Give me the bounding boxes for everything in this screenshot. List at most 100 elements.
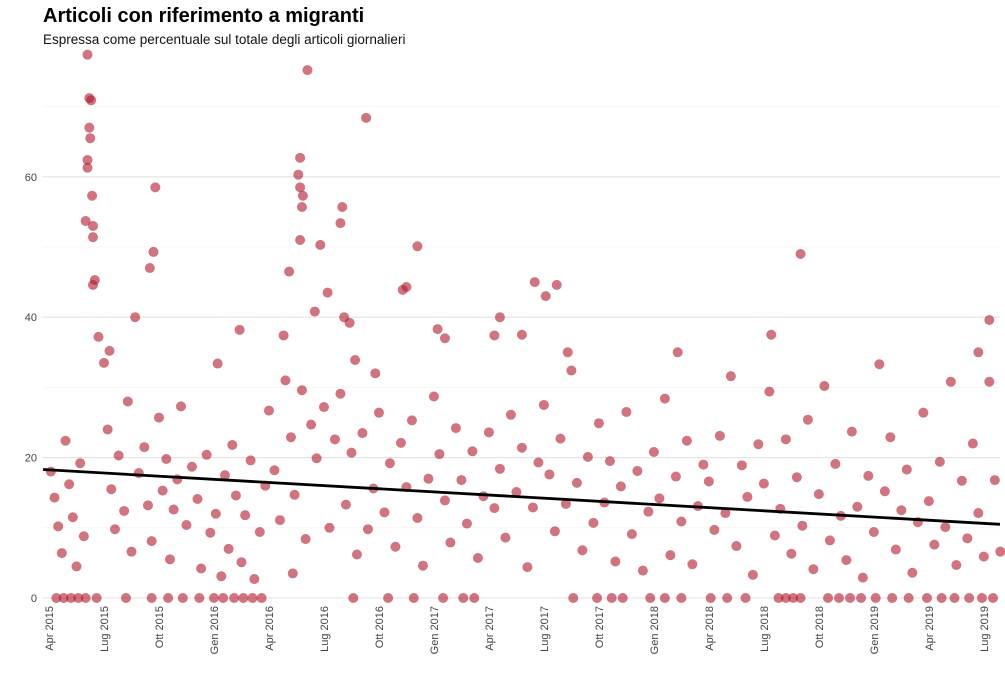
data-point (256, 593, 267, 603)
data-point (150, 182, 161, 193)
data-point (142, 500, 153, 511)
data-point (379, 507, 390, 518)
data-point (450, 423, 461, 434)
data-point (324, 522, 335, 533)
x-tick-label: Ott 2017 (594, 606, 606, 648)
data-point (157, 485, 168, 496)
data-point (703, 476, 714, 487)
data-point (753, 439, 764, 450)
data-point (335, 388, 346, 399)
data-point (362, 524, 373, 535)
data-point (973, 347, 984, 358)
data-point (87, 279, 98, 290)
data-point (104, 345, 115, 356)
data-point (274, 515, 285, 526)
data-point (78, 531, 89, 542)
data-point (93, 331, 104, 342)
data-point (397, 284, 408, 295)
y-tick-label: 40 (25, 312, 37, 324)
data-point (300, 534, 311, 545)
data-point (577, 545, 588, 556)
data-point (192, 494, 203, 505)
data-point (289, 489, 300, 500)
data-point (186, 461, 197, 472)
x-tick-label: Lug 2015 (99, 606, 111, 652)
data-point (296, 201, 307, 212)
data-point (887, 593, 898, 603)
data-point (218, 593, 229, 603)
data-point (82, 49, 93, 60)
data-point (637, 565, 648, 576)
data-point (511, 486, 522, 497)
data-point (263, 405, 274, 416)
data-point (857, 572, 868, 583)
data-point (53, 521, 64, 532)
data-point (80, 216, 91, 227)
data-point (284, 266, 295, 277)
data-point (351, 549, 362, 560)
data-point (434, 449, 445, 460)
data-point (566, 365, 577, 376)
y-tick-label: 60 (25, 172, 37, 184)
data-point (863, 470, 874, 481)
data-point (896, 505, 907, 516)
data-point (593, 418, 604, 429)
data-point (676, 516, 687, 527)
data-point (764, 386, 775, 397)
data-point (87, 220, 98, 231)
data-point (238, 593, 249, 603)
data-point (56, 548, 67, 559)
data-point (758, 478, 769, 489)
data-point (297, 190, 308, 201)
data-point (65, 593, 76, 603)
data-point (245, 455, 256, 466)
data-point (879, 486, 890, 497)
data-point (940, 522, 951, 533)
data-point (795, 593, 806, 603)
data-point (344, 317, 355, 328)
data-point (654, 493, 665, 504)
data-point (295, 234, 306, 245)
data-point (731, 541, 742, 552)
data-point (315, 239, 326, 250)
data-point (423, 473, 434, 484)
data-point (973, 508, 984, 519)
data-point (923, 496, 934, 507)
data-point (549, 526, 560, 537)
data-point (75, 458, 86, 469)
data-point (109, 524, 120, 535)
data-point (918, 407, 929, 418)
data-point (489, 503, 500, 514)
data-point (340, 499, 351, 510)
data-point (106, 484, 117, 495)
data-point (808, 564, 819, 575)
x-tick-label: Apr 2019 (924, 606, 936, 651)
data-point (885, 432, 896, 443)
data-point (71, 561, 82, 572)
data-point (813, 489, 824, 500)
data-point (51, 593, 62, 603)
data-point (86, 95, 97, 106)
data-point (949, 593, 960, 603)
data-point (786, 548, 797, 559)
data-point (533, 457, 544, 468)
x-tick-label: Lug 2017 (539, 606, 551, 652)
data-point (302, 65, 313, 76)
data-point (907, 567, 918, 578)
data-point (122, 396, 133, 407)
data-point (212, 358, 223, 369)
data-point (797, 520, 808, 531)
data-point (164, 554, 175, 565)
data-point (295, 152, 306, 163)
data-point (227, 439, 238, 450)
data-point (113, 450, 124, 461)
data-point (175, 401, 186, 412)
data-point (736, 460, 747, 471)
x-tick-label: Gen 2017 (429, 606, 441, 654)
data-point (780, 593, 791, 603)
x-tick-label: Lug 2016 (319, 606, 331, 652)
data-point (868, 527, 879, 538)
data-point (720, 508, 731, 519)
data-point (60, 435, 71, 446)
data-point (962, 533, 973, 544)
